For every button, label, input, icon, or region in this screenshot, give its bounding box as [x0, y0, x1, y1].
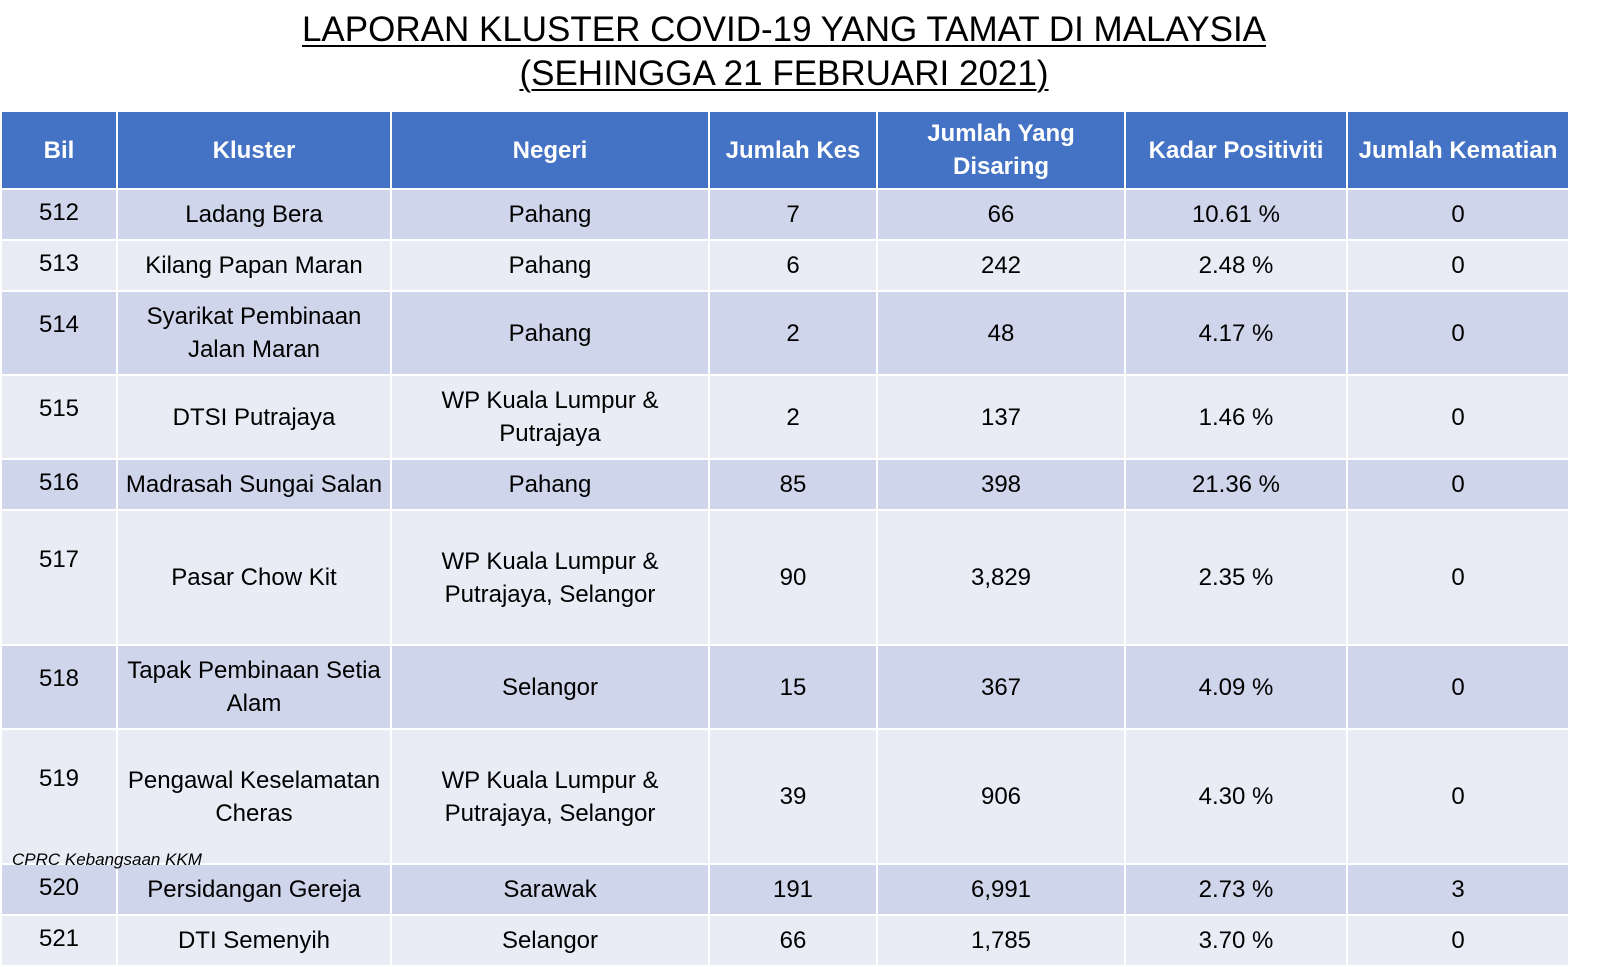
cell-bil: 513 — [0, 239, 118, 292]
cell-negeri: Selangor — [390, 914, 710, 967]
cell-jumlah-disaring: 137 — [876, 374, 1126, 460]
cell-kadar-positiviti: 3.70 % — [1124, 914, 1348, 967]
cell-bil: 512 — [0, 188, 118, 241]
cell-jumlah-disaring: 906 — [876, 728, 1126, 865]
cell-negeri: Pahang — [390, 458, 710, 511]
table-row: 515 DTSI Putrajaya WP Kuala Lumpur & Put… — [0, 374, 1570, 460]
cell-jumlah-kematian: 0 — [1346, 290, 1570, 376]
cell-kluster: DTI Semenyih — [116, 914, 392, 967]
cell-kluster: Syarikat Pembinaan Jalan Maran — [116, 290, 392, 376]
table-row: 514 Syarikat Pembinaan Jalan Maran Pahan… — [0, 290, 1570, 376]
cell-negeri: Pahang — [390, 290, 710, 376]
table-row: 517 Pasar Chow Kit WP Kuala Lumpur & Put… — [0, 509, 1570, 646]
cell-jumlah-kematian: 0 — [1346, 914, 1570, 967]
cell-jumlah-kes: 191 — [708, 863, 878, 916]
column-header-negeri: Negeri — [390, 110, 710, 190]
cell-negeri: Pahang — [390, 239, 710, 292]
cluster-table: Bil Kluster Negeri Jumlah Kes Jumlah Yan… — [0, 110, 1570, 967]
cell-bil: 519 — [0, 728, 118, 865]
column-header-jumlah-kematian: Jumlah Kematian — [1346, 110, 1570, 190]
column-header-bil: Bil — [0, 110, 118, 190]
cell-negeri: Selangor — [390, 644, 710, 730]
cell-jumlah-disaring: 6,991 — [876, 863, 1126, 916]
cell-jumlah-kematian: 0 — [1346, 458, 1570, 511]
cell-kluster: Pengawal Keselamatan Cheras — [116, 728, 392, 865]
cell-bil: 516 — [0, 458, 118, 511]
cell-jumlah-kes: 66 — [708, 914, 878, 967]
table-row: 512 Ladang Bera Pahang 7 66 10.61 % 0 — [0, 188, 1570, 241]
cell-bil: 514 — [0, 290, 118, 376]
cell-bil: 520 — [0, 863, 118, 916]
cell-kluster: Pasar Chow Kit — [116, 509, 392, 646]
cell-jumlah-kematian: 0 — [1346, 374, 1570, 460]
cell-kadar-positiviti: 2.35 % — [1124, 509, 1348, 646]
cell-jumlah-disaring: 242 — [876, 239, 1126, 292]
cell-kluster: Ladang Bera — [116, 188, 392, 241]
cell-jumlah-kes: 2 — [708, 290, 878, 376]
cell-negeri: Sarawak — [390, 863, 710, 916]
cell-jumlah-disaring: 3,829 — [876, 509, 1126, 646]
cell-jumlah-kes: 7 — [708, 188, 878, 241]
cell-jumlah-kematian: 0 — [1346, 644, 1570, 730]
cell-jumlah-disaring: 48 — [876, 290, 1126, 376]
table-row: 519 Pengawal Keselamatan Cheras WP Kuala… — [0, 728, 1570, 865]
cell-kluster: DTSI Putrajaya — [116, 374, 392, 460]
cell-kadar-positiviti: 10.61 % — [1124, 188, 1348, 241]
column-header-kadar-positiviti: Kadar Positiviti — [1124, 110, 1348, 190]
cell-kadar-positiviti: 2.48 % — [1124, 239, 1348, 292]
column-header-kluster: Kluster — [116, 110, 392, 190]
table-row: 513 Kilang Papan Maran Pahang 6 242 2.48… — [0, 239, 1570, 292]
cell-jumlah-kematian: 0 — [1346, 509, 1570, 646]
source-footer: CPRC Kebangsaan KKM — [12, 850, 202, 869]
cell-bil: 515 — [0, 374, 118, 460]
cell-jumlah-kes: 2 — [708, 374, 878, 460]
table-row: 521 DTI Semenyih Selangor 66 1,785 3.70 … — [0, 914, 1570, 967]
table-row: 518 Tapak Pembinaan Setia Alam Selangor … — [0, 644, 1570, 730]
title-line-2: (SEHINGGA 21 FEBRUARI 2021) — [519, 54, 1049, 93]
cell-bil: 521 — [0, 914, 118, 967]
cell-jumlah-disaring: 367 — [876, 644, 1126, 730]
cell-kadar-positiviti: 4.09 % — [1124, 644, 1348, 730]
cell-jumlah-kes: 15 — [708, 644, 878, 730]
cell-kadar-positiviti: 2.73 % — [1124, 863, 1348, 916]
cell-kadar-positiviti: 21.36 % — [1124, 458, 1348, 511]
cell-negeri: WP Kuala Lumpur & Putrajaya — [390, 374, 710, 460]
cell-jumlah-kematian: 0 — [1346, 239, 1570, 292]
cell-bil: 517 — [0, 509, 118, 646]
table-header-row: Bil Kluster Negeri Jumlah Kes Jumlah Yan… — [0, 110, 1570, 190]
cell-kluster: Persidangan Gereja — [116, 863, 392, 916]
column-header-jumlah-kes: Jumlah Kes — [708, 110, 878, 190]
cell-kadar-positiviti: 4.30 % — [1124, 728, 1348, 865]
column-header-jumlah-disaring: Jumlah Yang Disaring — [876, 110, 1126, 190]
cell-kluster: Kilang Papan Maran — [116, 239, 392, 292]
cell-jumlah-kematian: 0 — [1346, 728, 1570, 865]
cell-kadar-positiviti: 1.46 % — [1124, 374, 1348, 460]
table-row: 516 Madrasah Sungai Salan Pahang 85 398 … — [0, 458, 1570, 511]
cell-jumlah-kes: 90 — [708, 509, 878, 646]
cell-negeri: Pahang — [390, 188, 710, 241]
cell-jumlah-kes: 6 — [708, 239, 878, 292]
cell-jumlah-kes: 39 — [708, 728, 878, 865]
title-line-1: LAPORAN KLUSTER COVID-19 YANG TAMAT DI M… — [301, 10, 1267, 49]
table-row: 520 Persidangan Gereja Sarawak 191 6,991… — [0, 863, 1570, 916]
cell-jumlah-kematian: 0 — [1346, 188, 1570, 241]
cell-kadar-positiviti: 4.17 % — [1124, 290, 1348, 376]
cell-negeri: WP Kuala Lumpur & Putrajaya, Selangor — [390, 728, 710, 865]
cell-negeri: WP Kuala Lumpur & Putrajaya, Selangor — [390, 509, 710, 646]
cell-jumlah-disaring: 1,785 — [876, 914, 1126, 967]
cell-jumlah-disaring: 398 — [876, 458, 1126, 511]
cell-jumlah-disaring: 66 — [876, 188, 1126, 241]
cell-jumlah-kes: 85 — [708, 458, 878, 511]
page-title: LAPORAN KLUSTER COVID-19 YANG TAMAT DI M… — [0, 8, 1568, 96]
cell-jumlah-kematian: 3 — [1346, 863, 1570, 916]
cell-kluster: Madrasah Sungai Salan — [116, 458, 392, 511]
cell-kluster: Tapak Pembinaan Setia Alam — [116, 644, 392, 730]
cell-bil: 518 — [0, 644, 118, 730]
